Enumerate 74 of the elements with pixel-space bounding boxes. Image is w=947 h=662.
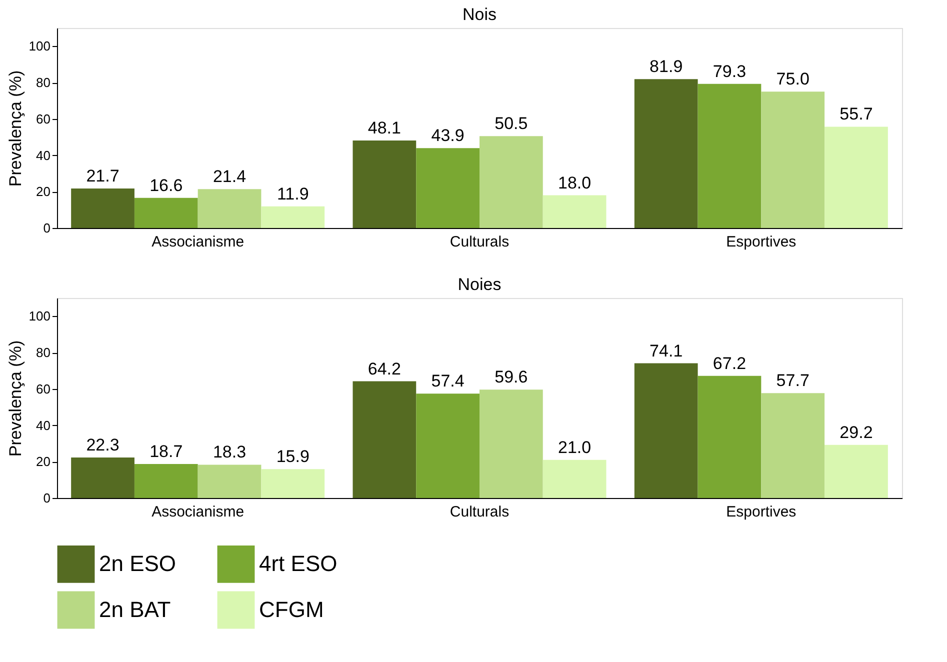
bar (542, 460, 606, 498)
bar (352, 381, 416, 498)
data-label: 15.9 (276, 447, 310, 466)
bar (480, 136, 543, 228)
y-tick-label: 0 (43, 490, 50, 506)
y-tick-label: 20 (36, 454, 50, 470)
legend-label: 2n BAT (99, 597, 171, 622)
data-label: 43.9 (431, 126, 464, 146)
data-label: 67.2 (712, 354, 746, 373)
data-label: 29.2 (840, 422, 873, 442)
data-label: 21.0 (558, 438, 592, 457)
y-tick-label: 60 (36, 381, 50, 396)
data-label: 79.3 (712, 62, 746, 81)
data-label: 57.4 (431, 372, 464, 391)
bar (698, 84, 762, 228)
data-label: 55.7 (840, 104, 873, 124)
bar (542, 195, 606, 228)
x-tick-label: Associanisme (152, 504, 244, 520)
data-label: 22.3 (86, 435, 120, 454)
y-axis-title: Prevalença (%) (6, 340, 25, 457)
bar (198, 464, 262, 498)
data-label: 21.7 (86, 166, 120, 186)
bar (71, 188, 134, 228)
bar (198, 189, 262, 228)
x-tick-label: Esportives (726, 234, 796, 250)
data-label: 57.7 (776, 371, 810, 390)
bar (352, 140, 416, 228)
bar (634, 79, 698, 228)
x-tick-label: Culturals (450, 504, 510, 520)
x-tick-label: Esportives (726, 504, 796, 520)
y-tick-label: 80 (36, 75, 50, 90)
data-label: 48.1 (368, 118, 401, 138)
y-tick-label: 60 (36, 111, 50, 126)
legend-label: CFGM (259, 597, 324, 622)
data-label: 74.1 (650, 341, 683, 360)
bar (416, 148, 480, 228)
bar (480, 390, 543, 498)
y-tick-label: 40 (36, 418, 50, 433)
data-label: 81.9 (650, 57, 683, 76)
bar (634, 363, 698, 498)
data-label: 21.4 (212, 167, 246, 186)
bar (261, 206, 325, 228)
bar (761, 92, 825, 228)
data-label: 18.0 (558, 173, 592, 192)
bar (698, 376, 762, 498)
y-tick-label: 0 (43, 220, 50, 236)
chart-title: Nois (462, 5, 497, 24)
data-label: 18.3 (212, 442, 246, 462)
data-label: 75.0 (776, 70, 810, 89)
x-tick-label: Culturals (450, 234, 510, 250)
chart-title: Noies (458, 275, 502, 294)
y-tick-label: 80 (36, 345, 50, 360)
bar (134, 464, 198, 498)
data-label: 64.2 (368, 359, 401, 378)
legend-label: 2n ESO (99, 551, 176, 576)
data-label: 16.6 (150, 176, 183, 195)
bar (71, 457, 134, 498)
bar (824, 444, 888, 498)
data-label: 11.9 (276, 184, 309, 204)
y-tick-label: 100 (28, 308, 50, 324)
data-label: 59.6 (494, 368, 528, 387)
bar (416, 394, 480, 498)
bar (761, 393, 825, 498)
y-tick-label: 40 (36, 148, 50, 163)
bar (824, 126, 888, 228)
bar (134, 198, 198, 228)
y-tick-label: 100 (28, 38, 50, 54)
data-label: 18.7 (150, 442, 183, 461)
y-tick-label: 20 (36, 184, 50, 200)
legend-label: 4rt ESO (259, 551, 338, 576)
bar (261, 469, 325, 498)
data-label: 50.5 (494, 114, 528, 134)
y-axis-title: Prevalença (%) (6, 70, 25, 187)
x-tick-label: Associanisme (152, 234, 244, 250)
